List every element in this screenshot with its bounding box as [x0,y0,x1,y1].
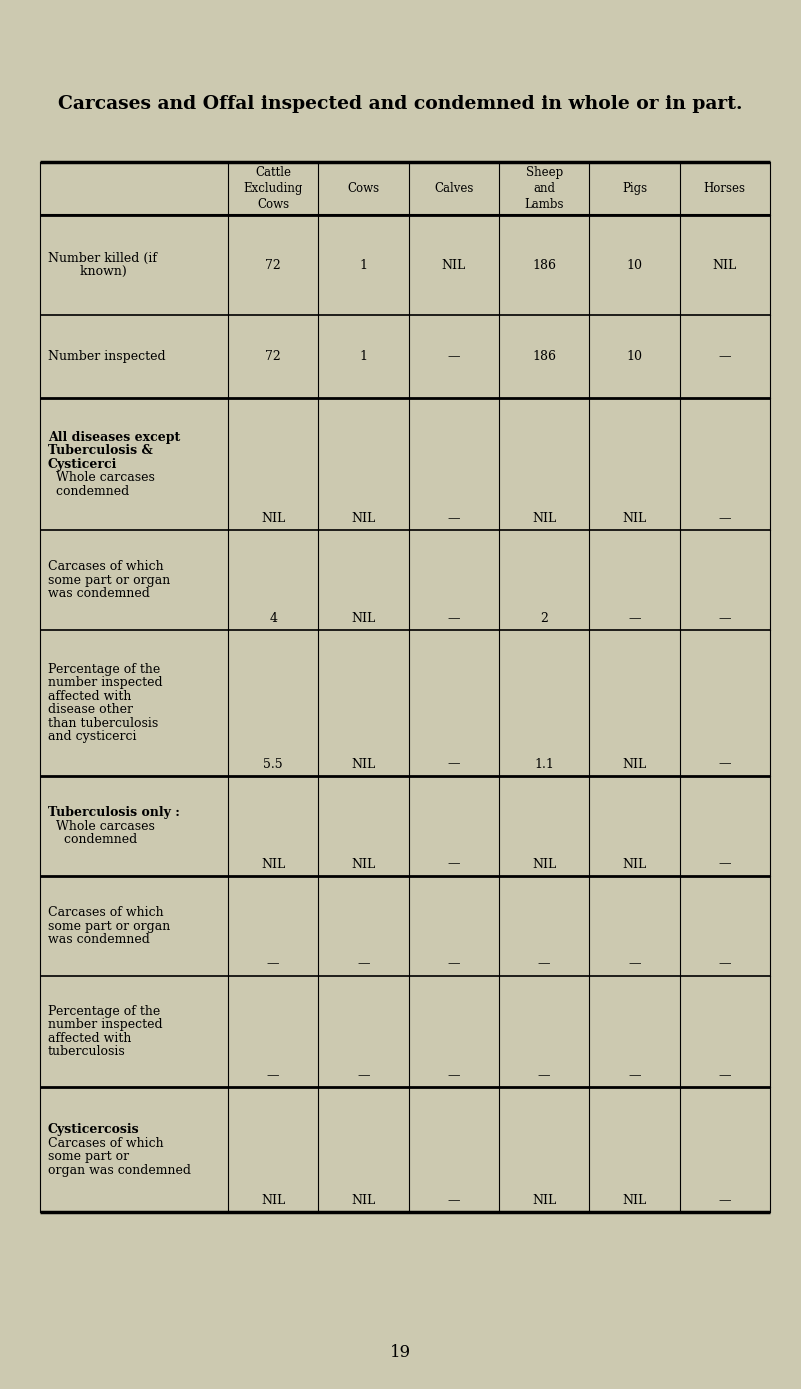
Text: NIL: NIL [352,757,376,771]
Text: —: — [448,957,460,971]
Text: 186: 186 [532,258,556,271]
Text: Whole carcases: Whole carcases [48,820,155,832]
Text: Sheep
and
Lambs: Sheep and Lambs [525,167,564,211]
Text: 186: 186 [532,350,556,363]
Text: Percentage of the: Percentage of the [48,663,160,676]
Text: 19: 19 [389,1345,411,1361]
Text: NIL: NIL [622,857,646,871]
Text: NIL: NIL [261,1193,285,1207]
Text: Whole carcases: Whole carcases [48,471,155,485]
Text: than tuberculosis: than tuberculosis [48,717,159,731]
Text: Cows: Cows [348,182,380,194]
Text: NIL: NIL [261,511,285,525]
Text: —: — [448,1068,460,1082]
Text: —: — [267,1068,280,1082]
Text: Cysticerci: Cysticerci [48,458,118,471]
Text: —: — [448,757,460,771]
Text: Tuberculosis &: Tuberculosis & [48,444,153,457]
Text: organ was condemned: organ was condemned [48,1164,191,1176]
Text: —: — [718,350,731,363]
Text: 1: 1 [360,258,368,271]
Text: —: — [718,611,731,625]
Text: —: — [357,1068,370,1082]
Text: —: — [448,350,460,363]
Text: Cattle
Excluding
Cows: Cattle Excluding Cows [244,167,303,211]
Text: 4: 4 [269,611,277,625]
Text: Horses: Horses [704,182,746,194]
Text: —: — [448,611,460,625]
Text: tuberculosis: tuberculosis [48,1046,126,1058]
Text: 1: 1 [360,350,368,363]
Text: —: — [718,957,731,971]
Text: Number killed (if: Number killed (if [48,251,157,265]
Text: —: — [718,1068,731,1082]
Text: NIL: NIL [352,511,376,525]
Text: some part or organ: some part or organ [48,574,171,586]
Text: Carcases of which: Carcases of which [48,906,163,920]
Text: condemned: condemned [48,833,137,846]
Text: NIL: NIL [352,1193,376,1207]
Text: 72: 72 [265,258,281,271]
Text: known): known) [48,265,127,278]
Text: —: — [538,1068,550,1082]
Text: —: — [628,957,641,971]
Text: some part or organ: some part or organ [48,920,171,932]
Text: All diseases except: All diseases except [48,431,180,444]
Text: 2: 2 [540,611,548,625]
Text: Pigs: Pigs [622,182,647,194]
Text: —: — [628,611,641,625]
Text: some part or: some part or [48,1150,129,1163]
Text: —: — [448,511,460,525]
Text: —: — [448,857,460,871]
Text: NIL: NIL [622,511,646,525]
Text: was condemned: was condemned [48,588,150,600]
Text: number inspected: number inspected [48,1018,163,1032]
Text: affected with: affected with [48,690,131,703]
Text: affected with: affected with [48,1032,131,1045]
Text: —: — [628,1068,641,1082]
Text: Carcases and Offal inspected and condemned in whole or in part.: Carcases and Offal inspected and condemn… [58,94,743,113]
Text: —: — [357,957,370,971]
Text: NIL: NIL [352,611,376,625]
Text: —: — [538,957,550,971]
Text: —: — [718,1193,731,1207]
Text: NIL: NIL [713,258,737,271]
Text: —: — [718,757,731,771]
Text: 5.5: 5.5 [264,757,283,771]
Text: —: — [448,1193,460,1207]
Text: Number inspected: Number inspected [48,350,166,363]
Text: number inspected: number inspected [48,676,163,689]
Text: 1.1: 1.1 [534,757,554,771]
Text: NIL: NIL [622,757,646,771]
Text: condemned: condemned [48,485,129,497]
Text: NIL: NIL [441,258,466,271]
Text: NIL: NIL [532,511,556,525]
Text: Calves: Calves [434,182,473,194]
Text: Carcases of which: Carcases of which [48,560,163,574]
Text: 10: 10 [626,350,642,363]
Text: —: — [718,511,731,525]
Text: 10: 10 [626,258,642,271]
Text: disease other: disease other [48,703,133,717]
Text: —: — [267,957,280,971]
Text: NIL: NIL [352,857,376,871]
Text: Carcases of which: Carcases of which [48,1136,163,1150]
Text: Tuberculosis only :: Tuberculosis only : [48,806,180,820]
Text: NIL: NIL [622,1193,646,1207]
Text: NIL: NIL [261,857,285,871]
Text: and cysticerci: and cysticerci [48,731,136,743]
Text: Percentage of the: Percentage of the [48,1006,160,1018]
Text: NIL: NIL [532,1193,556,1207]
Text: Cysticercosis: Cysticercosis [48,1124,139,1136]
Text: was condemned: was condemned [48,933,150,946]
Text: NIL: NIL [532,857,556,871]
Text: —: — [718,857,731,871]
Text: 72: 72 [265,350,281,363]
